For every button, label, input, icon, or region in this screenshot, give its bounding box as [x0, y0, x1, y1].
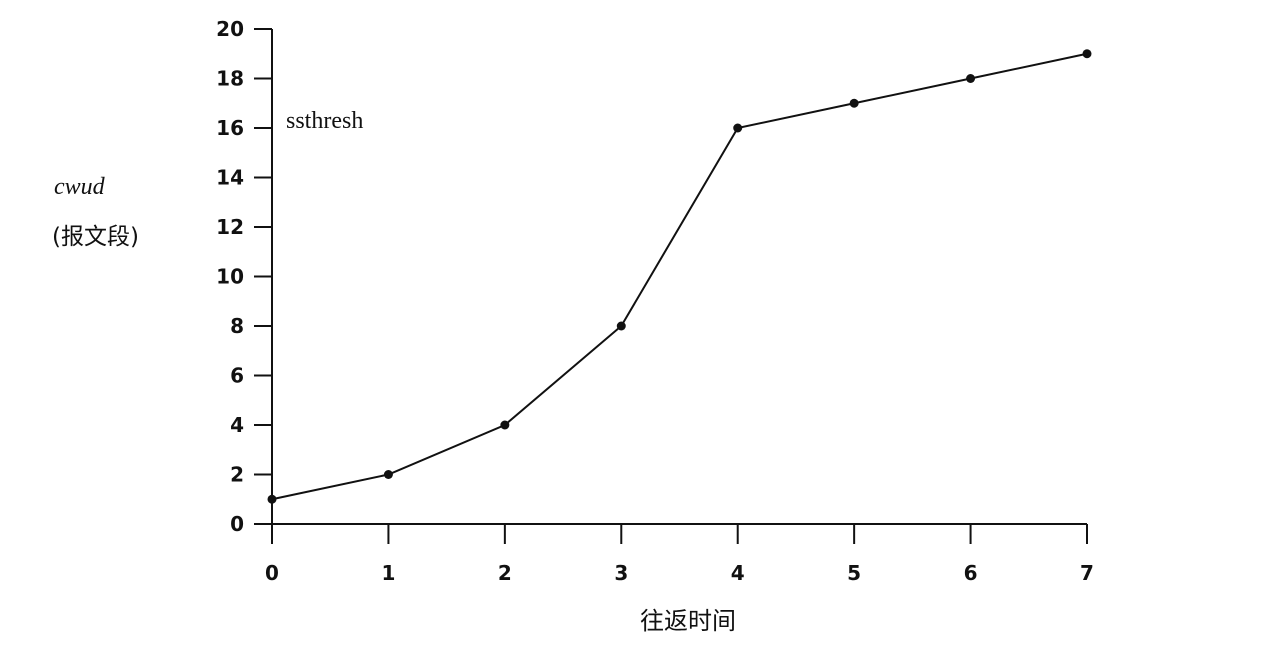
x-tick-label: 5 — [847, 561, 861, 585]
data-point — [1082, 49, 1092, 59]
x-tick-label: 0 — [265, 561, 279, 585]
data-point — [383, 470, 393, 479]
y-ticks: 0 2 4 6 8 10 12 14 16 18 20 — [216, 17, 272, 536]
data-point — [849, 98, 859, 108]
axes — [271, 29, 1087, 525]
y-tick-label: 6 — [230, 364, 244, 388]
x-axis-label: 往返时间 — [640, 607, 736, 635]
y-axis-label-line1: cwud — [54, 174, 106, 200]
y-tick-label: 20 — [216, 17, 244, 41]
y-tick-label: 18 — [216, 67, 244, 91]
y-tick-label: 8 — [230, 314, 244, 338]
x-tick-label: 7 — [1080, 561, 1094, 585]
series — [267, 49, 1092, 504]
data-point — [500, 420, 510, 430]
y-tick-label: 14 — [216, 166, 244, 190]
x-ticks: 0 1 2 3 4 5 6 7 — [265, 524, 1094, 585]
x-tick-label: 2 — [498, 561, 512, 585]
series-line — [271, 52, 1088, 501]
x-tick-label: 1 — [381, 561, 395, 585]
data-point — [966, 74, 976, 83]
y-tick-label: 4 — [230, 413, 244, 437]
x-tick-label: 4 — [731, 561, 745, 585]
x-tick-label: 6 — [964, 561, 978, 585]
data-point — [267, 494, 277, 504]
y-axis-label-line2: (报文段) — [52, 224, 139, 250]
y-tick-label: 0 — [230, 512, 244, 536]
y-tick-label: 12 — [216, 215, 244, 239]
y-tick-label: 16 — [216, 116, 244, 140]
x-tick-label: 3 — [614, 561, 628, 585]
y-tick-label: 2 — [230, 463, 244, 487]
data-point — [733, 123, 743, 133]
data-point — [616, 321, 626, 331]
y-tick-label: 10 — [216, 265, 244, 289]
ssthresh-annotation: ssthresh — [286, 108, 363, 134]
